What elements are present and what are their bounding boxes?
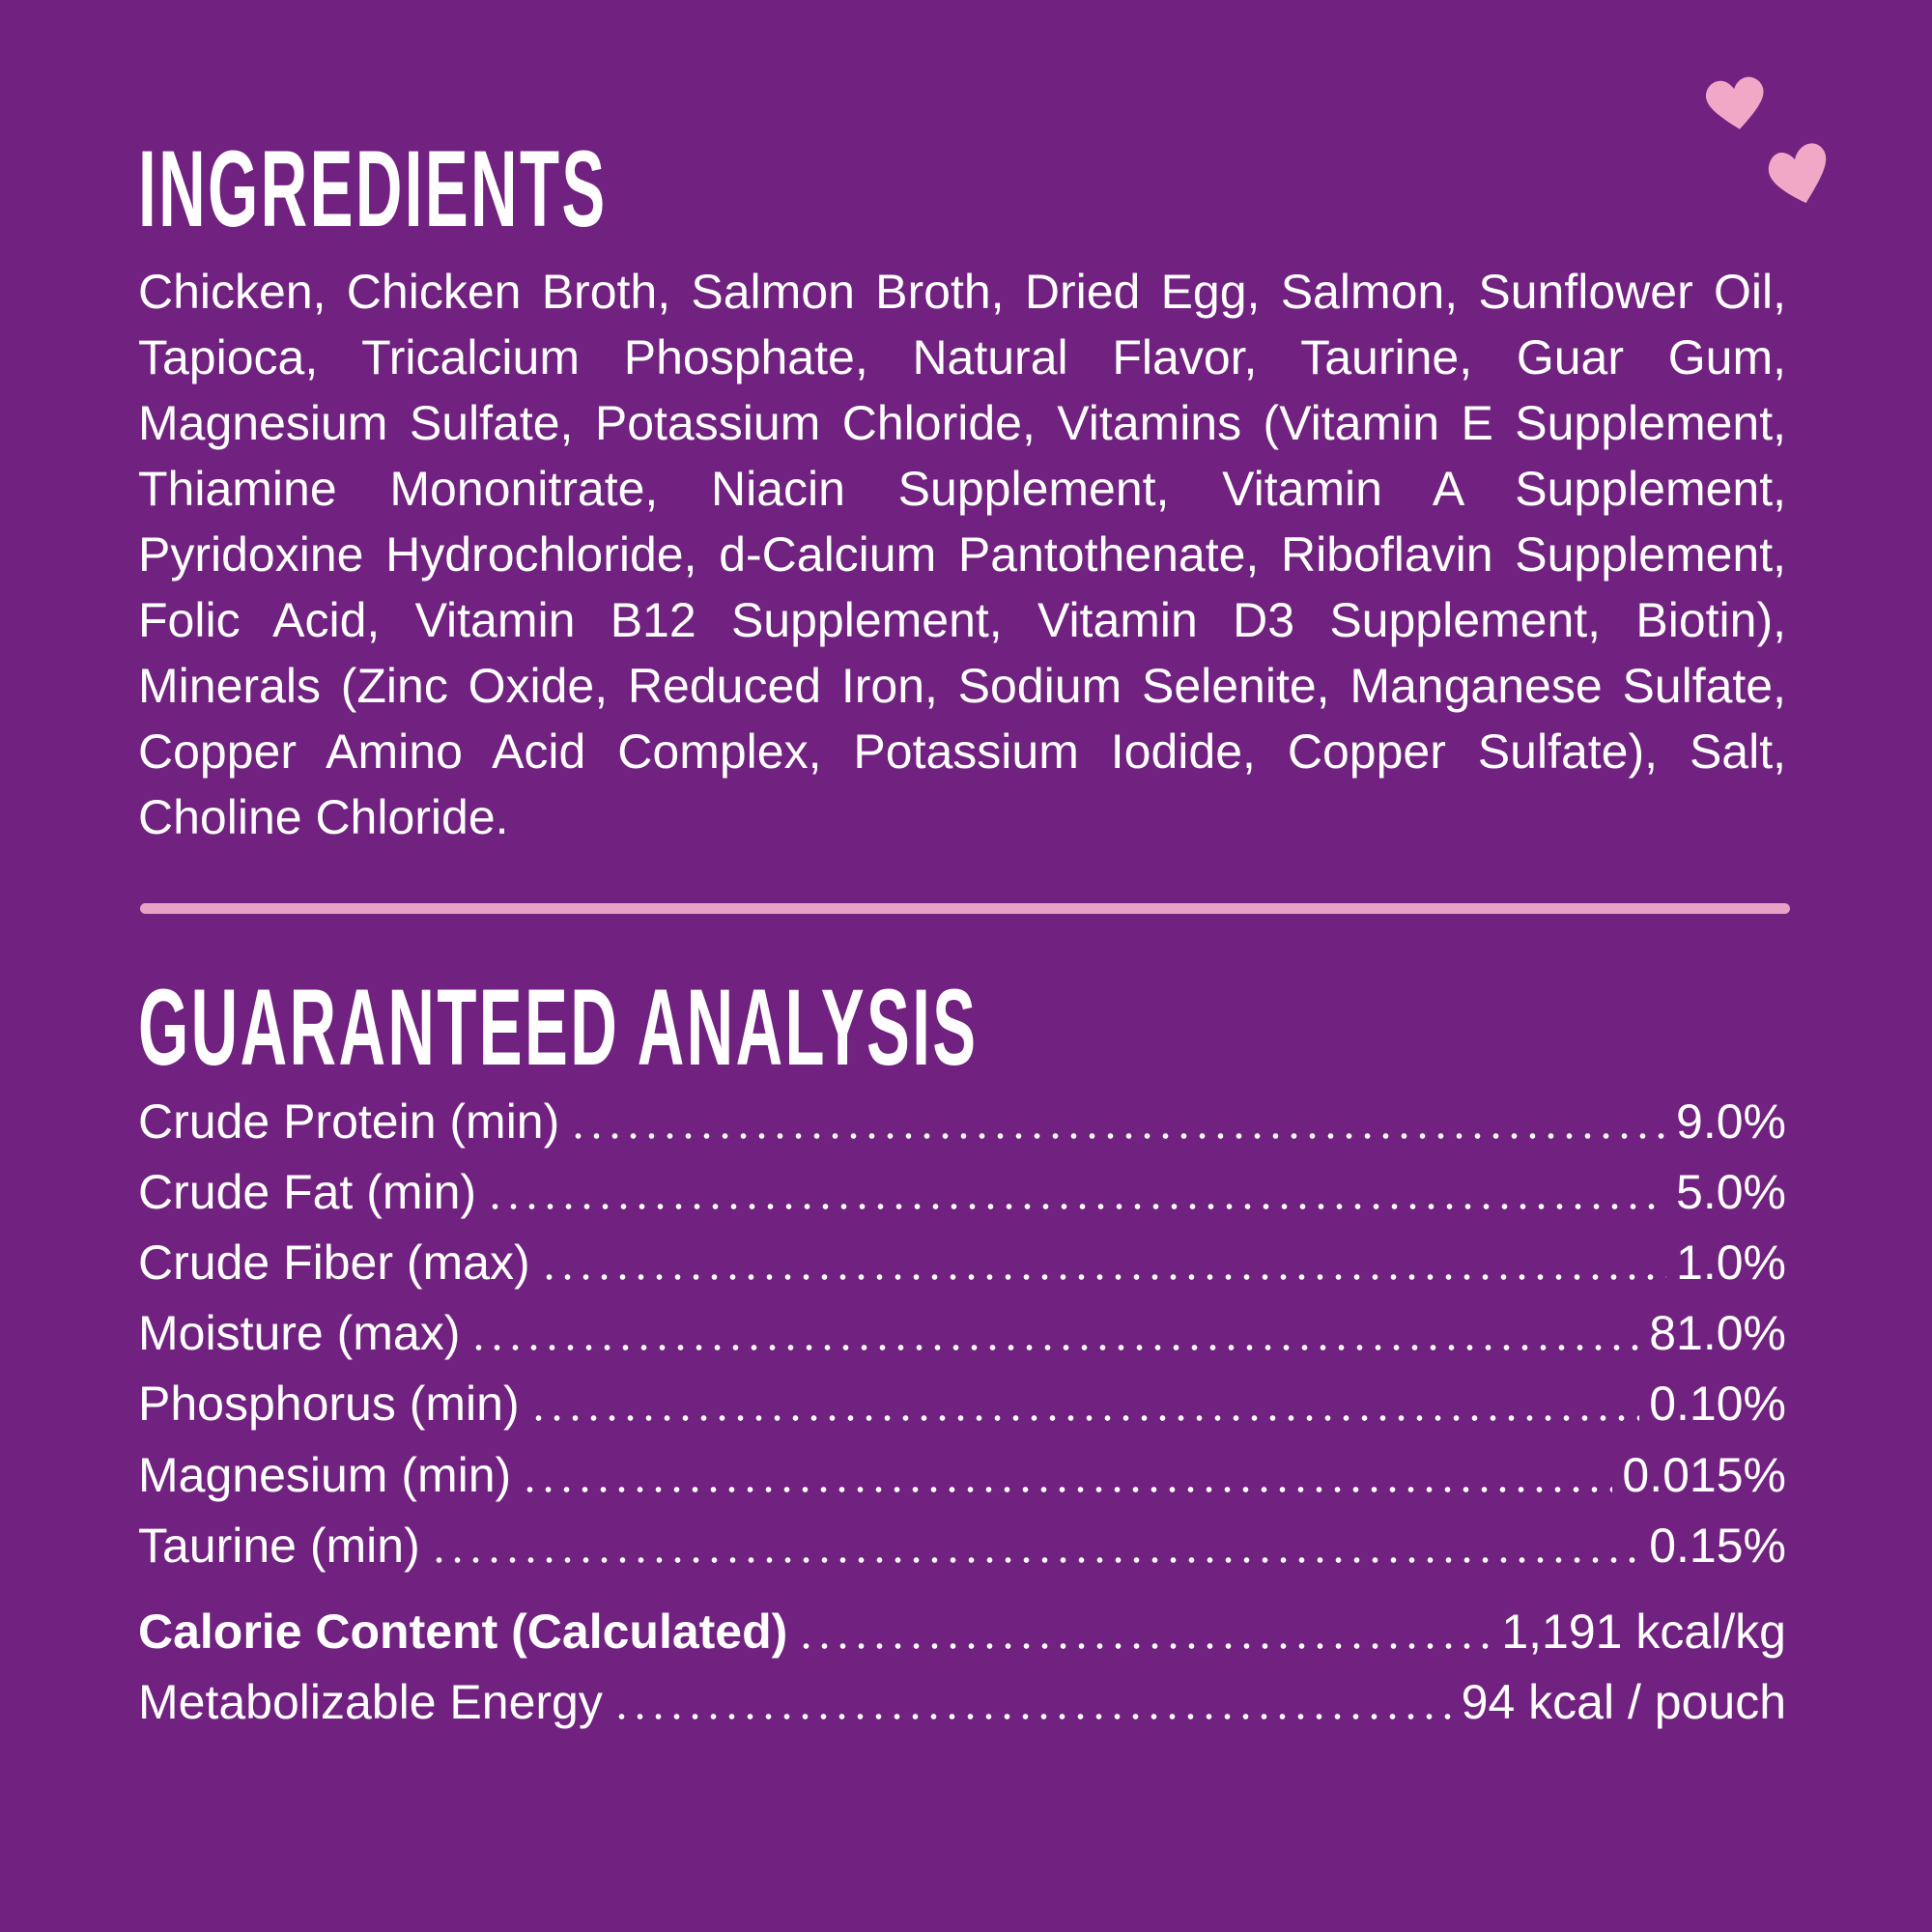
row-label: Phosphorus (min) xyxy=(138,1377,520,1432)
row-value: 0.15% xyxy=(1649,1518,1786,1573)
dot-leader xyxy=(539,1273,1667,1282)
dot-leader xyxy=(528,1414,1640,1423)
ingredients-text: Chicken, Chicken Broth, Salmon Broth, Dr… xyxy=(138,265,1786,844)
row-value: 9.0% xyxy=(1676,1094,1786,1149)
row-label: Crude Fiber (max) xyxy=(138,1236,530,1291)
row-label: Moisture (max) xyxy=(138,1306,461,1361)
row-label: Magnesium (min) xyxy=(138,1447,512,1502)
row-value: 0.015% xyxy=(1622,1447,1786,1502)
row-value: 1.0% xyxy=(1676,1236,1786,1291)
row-value: 81.0% xyxy=(1649,1306,1786,1361)
divider xyxy=(140,903,1790,914)
dot-leader xyxy=(611,1713,1452,1720)
row-label: Calorie Content (Calculated) xyxy=(138,1605,788,1659)
hearts-decoration xyxy=(1706,76,1827,204)
analysis-row: Moisture (max) 81.0% xyxy=(138,1301,1786,1365)
dot-leader xyxy=(797,1642,1492,1650)
analysis-row: Crude Fiber (max) 1.0% xyxy=(138,1231,1786,1294)
dot-leader xyxy=(469,1344,1640,1352)
row-label: Metabolizable Energy xyxy=(138,1675,603,1729)
analysis-row: Metabolizable Energy 94 kcal / pouch xyxy=(138,1670,1786,1734)
analysis-row: Crude Fat (min) 5.0% xyxy=(138,1160,1786,1224)
analysis-row: Phosphorus (min) 0.10% xyxy=(138,1372,1786,1435)
analysis-row: Taurine (min) 0.15% xyxy=(138,1514,1786,1577)
row-value: 0.10% xyxy=(1649,1377,1786,1432)
dot-leader xyxy=(486,1203,1667,1211)
dot-leader xyxy=(521,1485,1613,1493)
dot-leader xyxy=(429,1555,1640,1564)
ingredients-title: INGREDIENTS xyxy=(138,128,608,249)
row-value: 94 kcal / pouch xyxy=(1461,1675,1786,1729)
analysis-row: Calorie Content (Calculated) 1,191 kcal/k… xyxy=(138,1600,1786,1663)
row-value: 1,191 kcal/kg xyxy=(1501,1605,1786,1659)
analysis-row: Crude Protein (min) 9.0% xyxy=(138,1090,1786,1153)
analysis-row: Magnesium (min) 0.015% xyxy=(138,1443,1786,1507)
dot-leader xyxy=(569,1132,1667,1140)
row-value: 5.0% xyxy=(1676,1165,1786,1220)
row-label: Crude Fat (min) xyxy=(138,1165,477,1220)
row-label: Crude Protein (min) xyxy=(138,1094,560,1149)
analysis-title: GUARANTEED ANALYSIS xyxy=(138,967,979,1088)
row-label: Taurine (min) xyxy=(138,1518,420,1573)
